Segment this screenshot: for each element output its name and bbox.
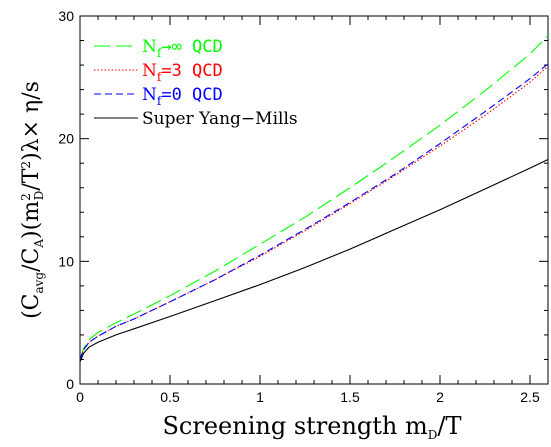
axes-frame: 0 0.5 1 1.5 2 2.5 0 10 20 30 [58, 8, 549, 405]
series-line-2 [79, 63, 549, 360]
series-lines [79, 35, 549, 363]
legend-label-2: Nf=0 QCD [142, 85, 223, 108]
x-tick-label: 0.5 [160, 389, 180, 405]
y-tick-label: 30 [58, 8, 74, 24]
x-tick-label: 2.5 [520, 389, 540, 405]
x-tick-label: 2 [436, 389, 444, 405]
x-tick-label: 1 [256, 389, 264, 405]
y-axis-label: (Cavg/CA)(m2D/T2)λ× η/s [19, 81, 46, 319]
y-tick-label: 0 [66, 376, 74, 392]
x-axis-label: Screening strength mD/T [162, 412, 461, 442]
legend-label-1: Nf=3 QCD [142, 61, 223, 84]
legend-label-0: Nf→∞ QCD [142, 37, 223, 60]
series-line-0 [79, 35, 549, 360]
x-tick-label: 1.5 [340, 389, 360, 405]
x-tick-label: 0 [76, 389, 84, 405]
y-tick-label: 10 [58, 253, 74, 269]
series-line-3 [79, 159, 549, 363]
legend-label-3: Super Yang−Mills [142, 109, 298, 129]
y-tick-label: 20 [58, 131, 74, 147]
